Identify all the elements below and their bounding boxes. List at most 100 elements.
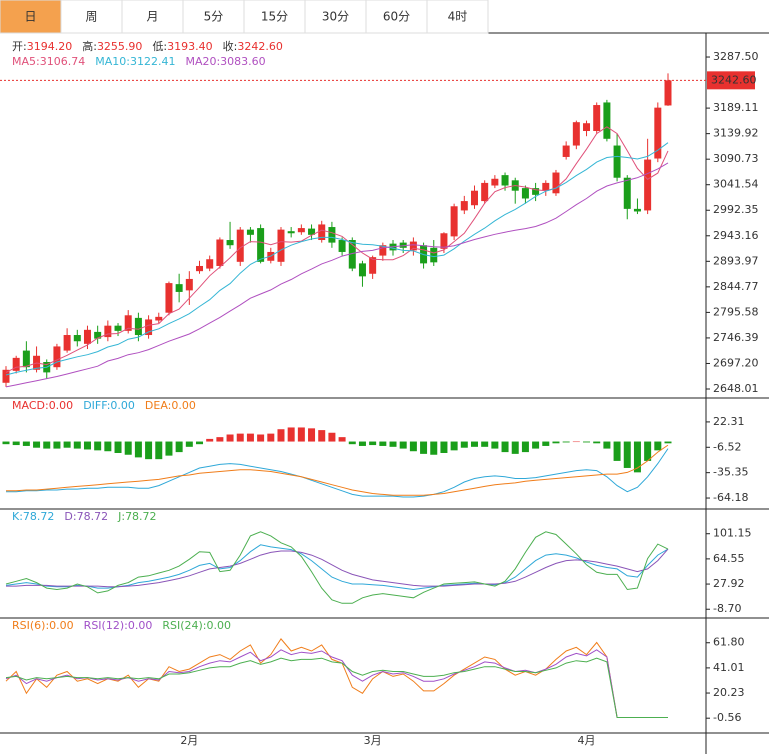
candle-body bbox=[94, 331, 102, 339]
legend-text: 3193.40 bbox=[167, 40, 213, 53]
series-line bbox=[5, 657, 668, 718]
tab[interactable] bbox=[60, 0, 123, 34]
y-tick-label: 64.55 bbox=[713, 552, 745, 565]
histogram-bar bbox=[185, 441, 193, 447]
tab[interactable] bbox=[121, 0, 184, 34]
histogram-bar bbox=[73, 441, 81, 449]
tab-label[interactable]: 15分 bbox=[261, 10, 288, 24]
y-tick-label: 27.92 bbox=[713, 577, 745, 590]
y-tick-label: 61.80 bbox=[713, 636, 745, 649]
current-price-box bbox=[707, 71, 755, 90]
candle-body bbox=[521, 188, 529, 199]
candle-body bbox=[246, 229, 254, 235]
histogram-bar bbox=[196, 441, 204, 445]
candle-body bbox=[297, 228, 305, 233]
histogram-bar bbox=[114, 441, 122, 453]
histogram-bar bbox=[583, 441, 591, 443]
legend-text: MA5: bbox=[12, 55, 40, 68]
tab[interactable] bbox=[182, 0, 245, 34]
candle-body bbox=[257, 228, 265, 262]
candle-body bbox=[460, 201, 468, 211]
histogram-bar bbox=[409, 441, 417, 452]
legend-text: 78.72 bbox=[125, 510, 157, 523]
candle-body bbox=[236, 229, 244, 262]
tab-label[interactable]: 30分 bbox=[322, 10, 349, 24]
legend-text: 3242.60 bbox=[237, 40, 283, 53]
histogram-bar bbox=[379, 441, 387, 446]
histogram-bar bbox=[104, 441, 112, 452]
histogram-bar bbox=[511, 441, 519, 454]
candle-body bbox=[145, 319, 153, 336]
histogram-bar bbox=[623, 441, 631, 468]
y-tick-label: -6.52 bbox=[713, 440, 741, 453]
tab-label[interactable]: 60分 bbox=[383, 10, 410, 24]
histogram-bar bbox=[481, 441, 489, 447]
histogram-bar bbox=[521, 441, 529, 453]
x-tick-label: 4月 bbox=[578, 734, 596, 747]
candle-body bbox=[328, 227, 336, 243]
histogram-bar bbox=[552, 441, 560, 444]
legend-item: MA20:3083.60 bbox=[185, 55, 265, 68]
histogram-bar bbox=[175, 441, 183, 453]
histogram-bar bbox=[542, 441, 550, 446]
histogram-bar bbox=[338, 437, 346, 442]
tab-label[interactable]: 月 bbox=[146, 10, 158, 24]
legend-text: MA20: bbox=[185, 55, 220, 68]
histogram-bar bbox=[603, 441, 611, 449]
tab[interactable] bbox=[365, 0, 428, 34]
histogram-bar bbox=[369, 441, 377, 446]
candle-body bbox=[593, 105, 601, 132]
legend-text: 0.00 bbox=[128, 619, 153, 632]
histogram-bar bbox=[257, 434, 265, 442]
legend-text: 3106.74 bbox=[40, 55, 86, 68]
histogram-bar bbox=[297, 427, 305, 442]
legend-item: 开:3194.20 bbox=[12, 40, 72, 53]
y-tick-label: -35.35 bbox=[713, 466, 748, 479]
histogram-bar bbox=[155, 441, 163, 460]
histogram-bar bbox=[53, 441, 61, 449]
legend-item: DEA:0.00 bbox=[145, 399, 196, 412]
series-line bbox=[5, 142, 669, 376]
histogram-bar bbox=[43, 441, 51, 449]
legend-text: RSI(24): bbox=[162, 619, 206, 632]
tab[interactable] bbox=[0, 0, 62, 34]
series-line bbox=[5, 162, 669, 388]
legend-item: MA10:3122.41 bbox=[95, 55, 175, 68]
histogram-bar bbox=[348, 441, 356, 445]
x-tick-label: 3月 bbox=[364, 734, 382, 747]
legend-text: 0.00 bbox=[110, 399, 135, 412]
histogram-bar bbox=[532, 441, 540, 449]
tab[interactable] bbox=[243, 0, 306, 34]
tab[interactable] bbox=[426, 0, 489, 34]
legend-item: MA5:3106.74 bbox=[12, 55, 85, 68]
y-tick-label: -8.70 bbox=[713, 602, 741, 615]
tab-label[interactable]: 日 bbox=[24, 10, 36, 24]
legend-text: 开: bbox=[12, 40, 27, 53]
candle-body bbox=[53, 346, 61, 368]
histogram-bar bbox=[308, 428, 316, 442]
candle-body bbox=[572, 122, 580, 146]
histogram-bar bbox=[593, 441, 601, 444]
candle-body bbox=[633, 208, 641, 212]
histogram-bar bbox=[22, 441, 30, 446]
legend-item: K:78.72 bbox=[12, 510, 54, 523]
histogram-bar bbox=[491, 441, 499, 449]
legend-text: D: bbox=[64, 510, 76, 523]
legend-item: RSI(6):0.00 bbox=[12, 619, 74, 632]
histogram-bar bbox=[33, 441, 41, 448]
tab[interactable] bbox=[304, 0, 367, 34]
tab-label[interactable]: 5分 bbox=[204, 10, 224, 24]
tab-label[interactable]: 周 bbox=[85, 10, 97, 24]
candle-body bbox=[501, 175, 509, 186]
histogram-bar bbox=[644, 441, 652, 461]
histogram-bar bbox=[206, 438, 214, 442]
legend-item: RSI(12):0.00 bbox=[84, 619, 153, 632]
candle-body bbox=[623, 177, 631, 209]
tab-label[interactable]: 4时 bbox=[448, 10, 468, 24]
y-tick-label: -64.18 bbox=[713, 491, 748, 504]
legend-text: 低: bbox=[152, 40, 167, 53]
histogram-bar bbox=[470, 441, 478, 447]
candle-body bbox=[185, 278, 193, 291]
y-tick-label: 3287.50 bbox=[713, 50, 759, 63]
